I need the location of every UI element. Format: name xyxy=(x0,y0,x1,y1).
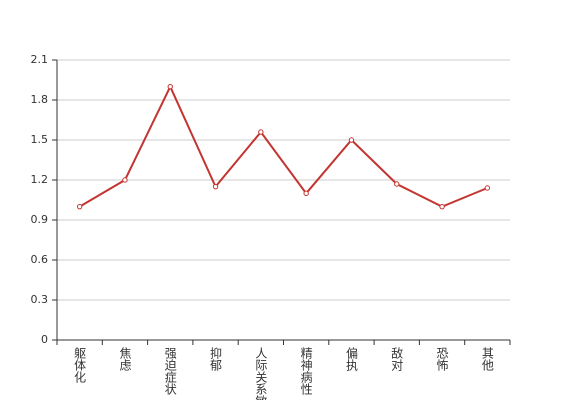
point xyxy=(258,129,264,135)
x-tick-label: 强迫症状 xyxy=(163,347,177,395)
x-tick-label: 敌对 xyxy=(390,346,404,371)
x-tick-label: 其他 xyxy=(480,347,494,371)
point xyxy=(167,83,173,90)
point xyxy=(348,137,355,143)
x-tick-label: 抑郁 xyxy=(209,346,223,372)
line xyxy=(79,84,488,208)
point xyxy=(76,203,83,210)
y-tick-label: 0 xyxy=(41,333,48,346)
point xyxy=(439,203,445,210)
point xyxy=(303,190,309,197)
y-tick-label: 1.2 xyxy=(31,173,49,186)
x-tick-label: 精神病性 xyxy=(299,347,313,396)
x-tick-label: 偏执 xyxy=(344,346,358,372)
x-tick-label: 焦虑 xyxy=(118,347,132,371)
x-tick-label: 恐怖 xyxy=(435,347,449,371)
y-tick-label: 0.3 xyxy=(31,293,49,306)
point xyxy=(394,181,400,187)
y-tick-label: 1.5 xyxy=(31,133,49,146)
x-tick-label: 人际关系敏感 xyxy=(254,347,268,400)
y-tick-label: 2.1 xyxy=(31,53,49,66)
point xyxy=(212,183,219,190)
x-tick-label: 躯体化 xyxy=(73,346,87,384)
y-tick-label: 0.6 xyxy=(31,253,49,266)
y-tick-label: 1.8 xyxy=(31,93,49,106)
y-tick-label: 0.9 xyxy=(31,213,49,226)
point xyxy=(122,177,128,183)
point xyxy=(484,185,491,191)
